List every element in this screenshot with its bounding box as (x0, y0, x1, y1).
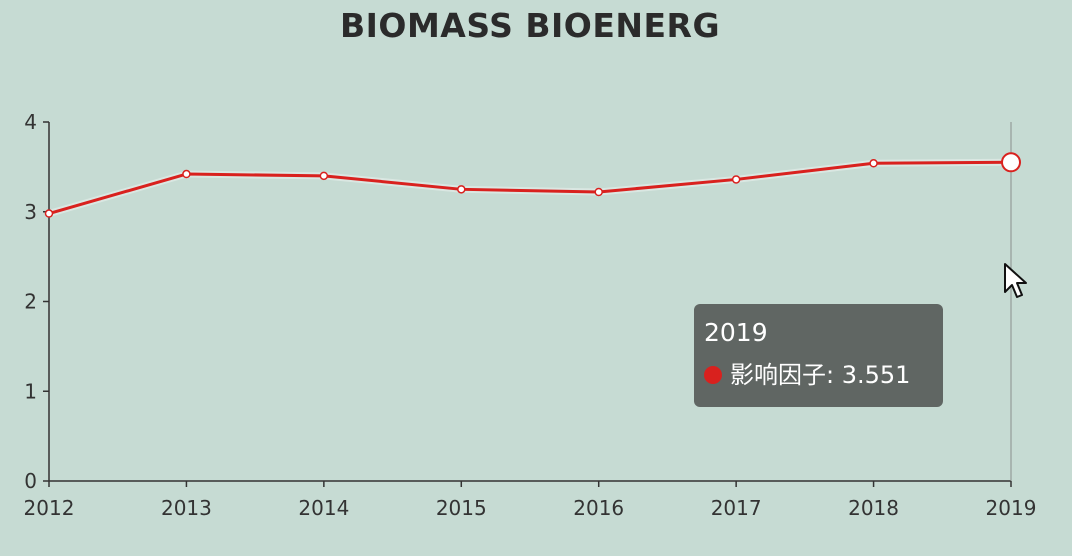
data-point[interactable] (869, 159, 878, 168)
y-tick-label: 0 (24, 469, 37, 493)
tooltip-row: 影响因子: 3.551 (704, 360, 933, 390)
y-tick-label: 1 (24, 379, 37, 403)
x-tick-labels: 2012 2013 2014 2015 2016 2017 2018 2019 (24, 496, 1037, 520)
series-line-halo (48, 158, 1012, 217)
series-layer (44, 152, 1021, 218)
axes (43, 121, 1012, 487)
tooltip-series-marker (704, 366, 722, 384)
series-line[interactable] (48, 160, 1012, 215)
x-tick-label: 2019 (986, 496, 1037, 520)
data-point-highlighted[interactable] (1001, 152, 1021, 173)
x-tick-label: 2014 (298, 496, 349, 520)
chart-title: BIOMASS BIOENERG (339, 6, 721, 45)
x-tick-label: 2017 (711, 496, 762, 520)
y-tick-label: 4 (24, 110, 37, 134)
data-point[interactable] (457, 185, 466, 194)
tooltip-separator: : (826, 361, 842, 389)
x-tick-label: 2018 (848, 496, 899, 520)
data-point[interactable] (44, 209, 54, 218)
y-tick-label: 3 (24, 200, 37, 224)
x-tick-label: 2015 (436, 496, 487, 520)
x-tick-label: 2016 (573, 496, 624, 520)
tooltip: 2019 影响因子: 3.551 (694, 304, 943, 407)
tooltip-value: 3.551 (841, 361, 911, 389)
tooltip-series-label: 影响因子 (730, 361, 826, 389)
y-tick-label: 2 (24, 290, 37, 314)
data-point[interactable] (731, 175, 741, 184)
data-point[interactable] (319, 171, 329, 181)
data-point[interactable] (182, 169, 191, 179)
data-point[interactable] (594, 187, 603, 197)
x-tick-label: 2012 (24, 496, 75, 520)
mouse-cursor-icon (1004, 263, 1027, 298)
x-tick-label: 2013 (161, 496, 212, 520)
y-tick-labels: 0 1 2 3 4 (24, 110, 37, 493)
tooltip-title: 2019 (704, 318, 768, 347)
